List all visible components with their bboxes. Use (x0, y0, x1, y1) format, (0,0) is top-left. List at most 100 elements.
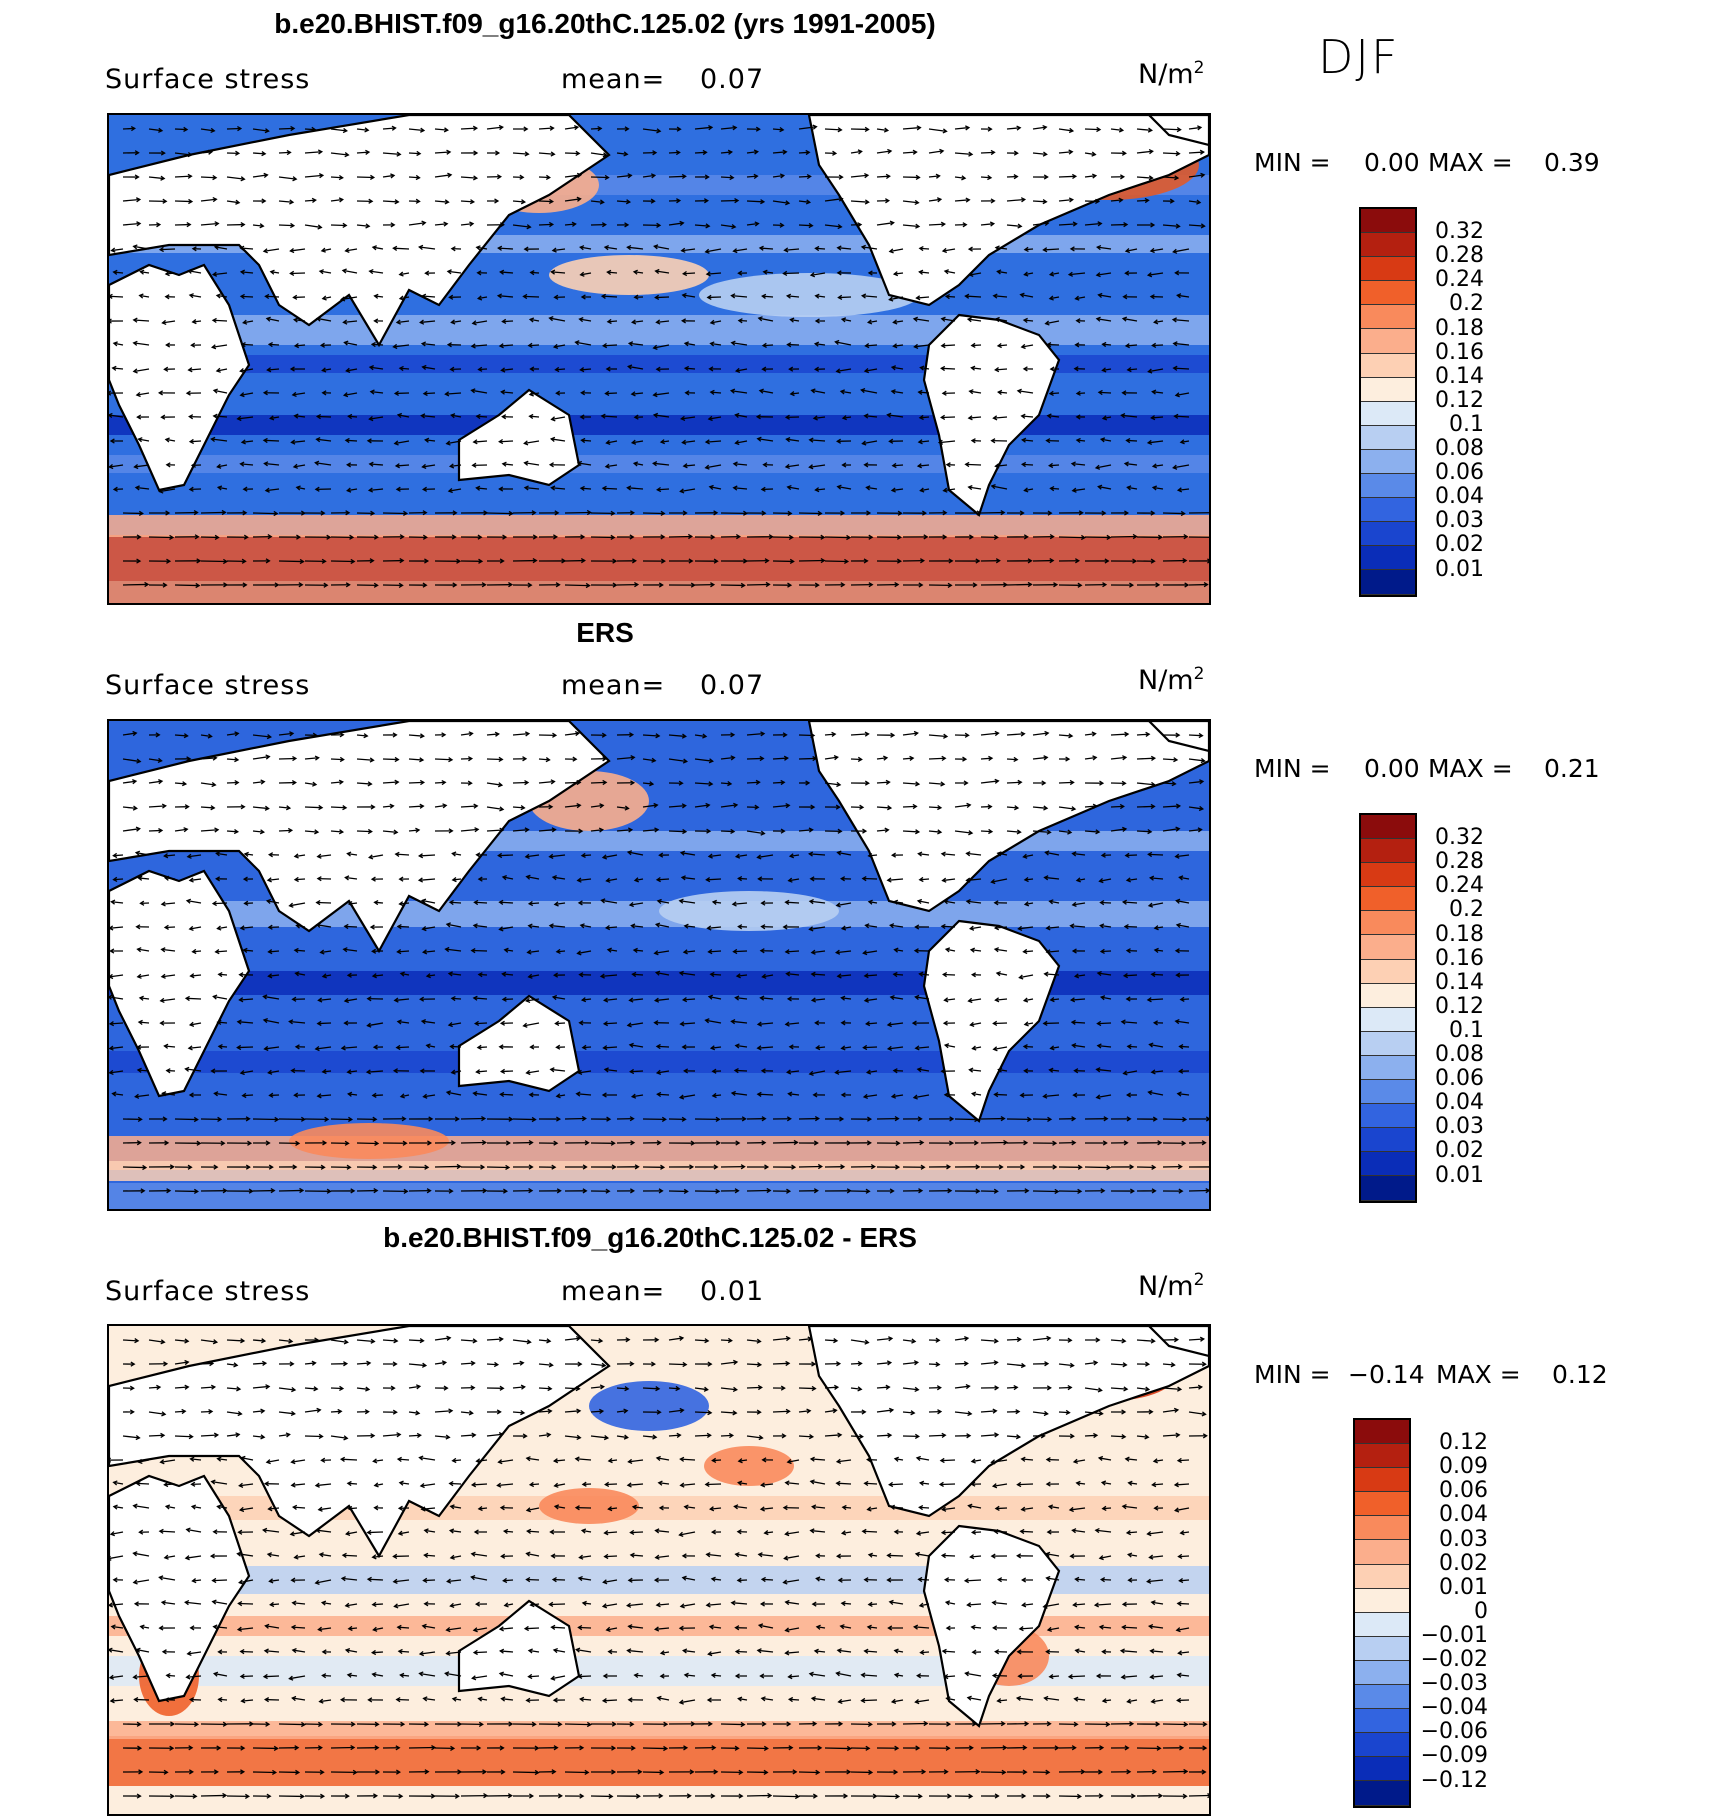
stress-arrow (747, 758, 763, 759)
colorbar-tick-label: 0.03 (1406, 1114, 1484, 1139)
stress-arrow (149, 830, 162, 831)
stress-arrow (279, 758, 296, 759)
variable-label: Surface stress (105, 670, 310, 701)
stress-arrow (565, 782, 580, 783)
stress-arrow (1033, 1191, 1058, 1192)
stress-arrow (825, 129, 841, 130)
stress-arrow (591, 177, 608, 178)
stress-arrow (305, 807, 322, 808)
stress-arrow (1085, 1167, 1110, 1168)
mean-label: mean= (561, 670, 665, 701)
stress-arrow (1163, 129, 1181, 130)
stress-arrow (942, 1555, 955, 1556)
stress-arrow (929, 758, 945, 759)
stress-arrow (721, 1724, 744, 1725)
stress-arrow (941, 1460, 955, 1461)
colorbar-tick-label: 0.2 (1406, 897, 1484, 922)
field-blob (539, 1488, 639, 1524)
stress-arrow (527, 1579, 539, 1580)
stress-arrow (149, 1435, 164, 1436)
min-value: 0.00 (1364, 148, 1420, 177)
stress-arrow (134, 1699, 149, 1700)
mean-value: 0.07 (700, 670, 764, 701)
stress-arrow (1059, 782, 1074, 783)
stress-arrow (549, 1604, 565, 1605)
colorbar-tick-label: 0.01 (1406, 1163, 1484, 1188)
stress-arrow (435, 1166, 460, 1167)
field-blob (704, 1446, 794, 1486)
stress-arrow (279, 561, 303, 562)
stress-arrow (783, 273, 799, 274)
stress-arrow (825, 537, 850, 538)
field-blob (289, 1123, 449, 1159)
stress-arrow (981, 1142, 1007, 1143)
stress-arrow (955, 1119, 978, 1120)
colorbar-tick-label: 0.16 (1406, 946, 1484, 971)
stress-arrow (995, 1094, 1007, 1095)
colorbar-tick-label: 0.1 (1406, 1018, 1484, 1043)
stress-arrow (368, 1532, 383, 1533)
colorbar-tick-label: 0.1 (1406, 412, 1484, 437)
panel-title: b.e20.BHIST.f09_g16.20thC.125.02 (yrs 19… (0, 8, 1210, 40)
colorbar-tick-label: 0.14 (1406, 364, 1484, 389)
stress-arrow (929, 1435, 945, 1436)
stress-arrow (498, 855, 513, 856)
stress-arrow (643, 1388, 659, 1389)
panel-title: ERS (0, 617, 1210, 649)
colorbar-tick-label: 0.06 (1406, 460, 1484, 485)
stress-arrow (888, 1555, 903, 1556)
map-ers (107, 719, 1211, 1211)
stress-arrow (201, 512, 225, 513)
units-label: N/m2 (1138, 664, 1204, 696)
min-label: MIN = (1254, 754, 1331, 783)
units-label: N/m2 (1138, 58, 1204, 90)
field-band (109, 515, 1209, 537)
stress-arrow (279, 128, 294, 129)
colorbar-tick-label: 0.12 (1406, 994, 1484, 1019)
stress-arrow (695, 1435, 711, 1436)
stress-arrow (695, 1412, 711, 1413)
stress-arrow (201, 561, 227, 562)
map-difference (107, 1324, 1211, 1816)
colorbar-tick-label: 0.32 (1406, 219, 1484, 244)
stress-arrow (706, 879, 721, 880)
stress-arrow (1085, 129, 1100, 130)
stress-arrow (747, 1387, 762, 1388)
field-band (109, 1161, 1209, 1181)
stress-arrow (965, 296, 981, 297)
stress-arrow (123, 1167, 146, 1168)
variable-label: Surface stress (105, 1276, 310, 1307)
variable-label: Surface stress (105, 64, 310, 95)
stress-arrow (1163, 153, 1179, 154)
stress-arrow (1069, 1676, 1085, 1677)
stress-arrow (1097, 1023, 1111, 1024)
colorbar-tick-label: 0.02 (1406, 532, 1484, 557)
stress-arrow (175, 1119, 198, 1120)
stress-arrow (1043, 249, 1059, 250)
stress-arrow (747, 1190, 770, 1191)
season-label: DJF (1318, 30, 1399, 84)
stress-arrow (264, 1676, 279, 1677)
stress-arrow (602, 296, 617, 297)
colorbar-tick-label: 0.06 (1406, 1066, 1484, 1091)
colorbar-tick-label: 0.08 (1406, 1042, 1484, 1067)
stress-arrow (863, 1047, 877, 1048)
stress-arrow (238, 1603, 253, 1604)
max-value: 0.21 (1544, 754, 1600, 783)
colorbar-tick-label: 0.18 (1406, 922, 1484, 947)
stress-arrow (655, 297, 669, 298)
stress-arrow (965, 1580, 981, 1581)
stress-arrow (123, 584, 148, 585)
stress-arrow (487, 1167, 509, 1168)
max-label: MAX = (1428, 148, 1513, 177)
stress-arrow (565, 153, 579, 154)
stress-arrow (578, 1627, 591, 1628)
stress-arrow (331, 225, 346, 226)
stress-arrow (524, 296, 539, 297)
field-band (109, 1736, 1209, 1786)
stress-arrow (1111, 536, 1136, 537)
stress-arrow (565, 585, 590, 586)
mean-label: mean= (561, 64, 665, 95)
mean-value: 0.01 (700, 1276, 764, 1307)
field-band (109, 535, 1209, 581)
